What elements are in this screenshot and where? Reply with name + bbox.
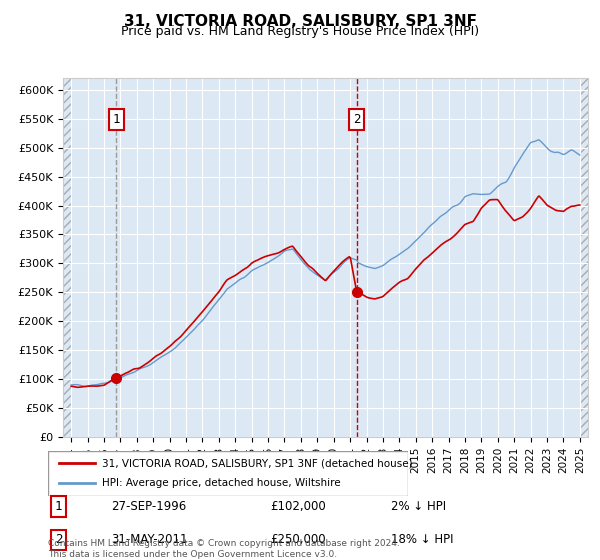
Text: 1: 1 bbox=[112, 113, 120, 126]
FancyBboxPatch shape bbox=[48, 451, 408, 496]
Text: Price paid vs. HM Land Registry's House Price Index (HPI): Price paid vs. HM Land Registry's House … bbox=[121, 25, 479, 38]
Text: 2: 2 bbox=[353, 113, 361, 126]
Text: HPI: Average price, detached house, Wiltshire: HPI: Average price, detached house, Wilt… bbox=[102, 478, 341, 488]
Text: 31, VICTORIA ROAD, SALISBURY, SP1 3NF: 31, VICTORIA ROAD, SALISBURY, SP1 3NF bbox=[124, 14, 476, 29]
Text: £250,000: £250,000 bbox=[270, 534, 325, 547]
Text: £102,000: £102,000 bbox=[270, 500, 326, 513]
Text: 31-MAY-2011: 31-MAY-2011 bbox=[112, 534, 188, 547]
Text: 1: 1 bbox=[55, 500, 62, 513]
Text: 2% ↓ HPI: 2% ↓ HPI bbox=[391, 500, 446, 513]
Text: 31, VICTORIA ROAD, SALISBURY, SP1 3NF (detached house): 31, VICTORIA ROAD, SALISBURY, SP1 3NF (d… bbox=[102, 458, 413, 468]
Text: 2: 2 bbox=[55, 534, 62, 547]
Text: Contains HM Land Registry data © Crown copyright and database right 2024.
This d: Contains HM Land Registry data © Crown c… bbox=[48, 539, 400, 559]
Text: 18% ↓ HPI: 18% ↓ HPI bbox=[391, 534, 454, 547]
Text: 27-SEP-1996: 27-SEP-1996 bbox=[112, 500, 187, 513]
